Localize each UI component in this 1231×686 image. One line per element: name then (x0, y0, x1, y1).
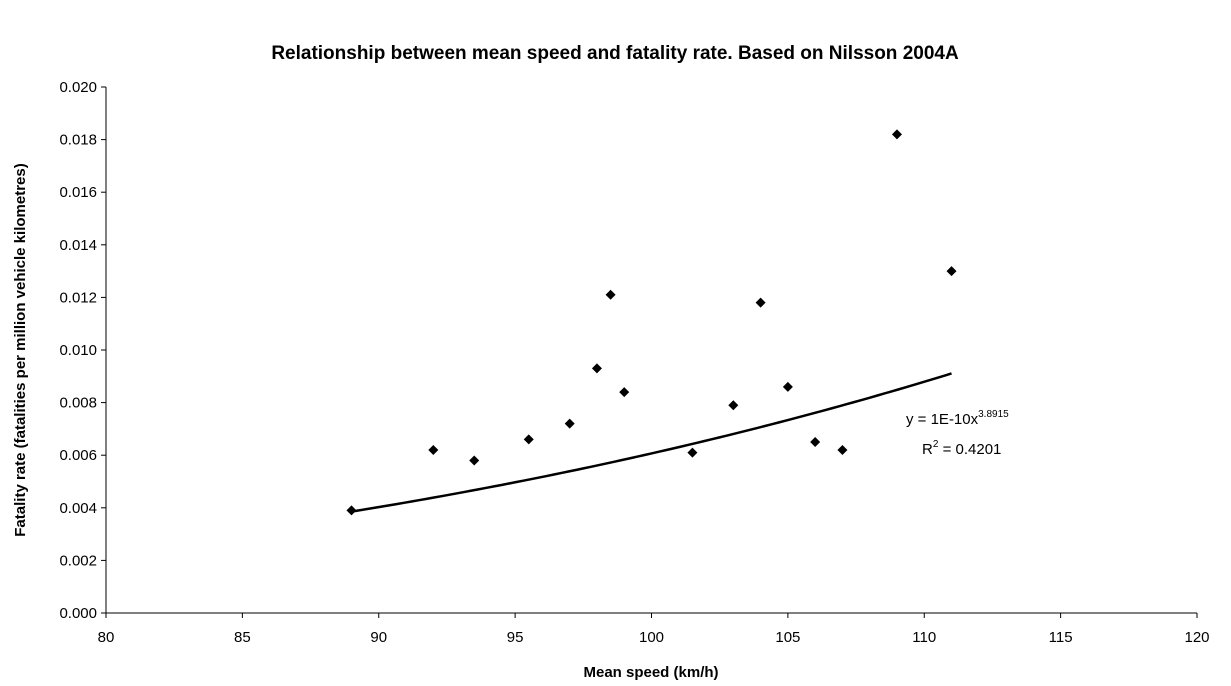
x-tick-label: 90 (370, 629, 387, 646)
y-ticks: 0.000 0.002 0.004 0.006 0.008 0.010 0.012 0.014… (59, 79, 106, 622)
y-tick-label: 0.020 (59, 79, 97, 96)
data-point (755, 297, 766, 308)
trendline (351, 372, 952, 513)
data-points (346, 129, 957, 516)
chart-title: Relationship between mean speed and fata… (271, 43, 959, 64)
data-point (837, 444, 848, 455)
y-tick-label: 0.010 (59, 342, 97, 359)
data-point (564, 418, 575, 429)
equation-base: y = 1E-10x (906, 411, 979, 428)
y-axis-label: Fatality rate (fatalities per million ve… (12, 163, 29, 536)
data-point (687, 447, 698, 458)
data-point (946, 266, 957, 277)
data-point (728, 400, 739, 411)
y-tick-label: 0.006 (59, 447, 97, 464)
trendline-equation: y = 1E-10x3.8915 (906, 409, 1009, 428)
y-tick-label: 0.018 (59, 132, 97, 149)
data-point (469, 455, 480, 466)
x-tick-label: 95 (507, 629, 524, 646)
y-tick-label: 0.012 (59, 289, 97, 306)
y-tick-label: 0.002 (59, 552, 97, 569)
data-point (782, 381, 793, 392)
x-tick-label: 80 (98, 629, 115, 646)
trendline-r-squared: R2 = 0.4201 (922, 439, 1001, 458)
data-point (591, 363, 602, 374)
r2-base: R (922, 441, 933, 458)
y-tick-label: 0.014 (59, 237, 97, 254)
data-point (619, 387, 630, 398)
y-tick-label: 0.000 (59, 605, 97, 622)
r2-exponent: 2 (933, 439, 939, 450)
data-point (523, 434, 534, 445)
plot-area: 0.000 0.002 0.004 0.006 0.008 0.010 0.012 0.014… (59, 79, 1209, 646)
y-tick-label: 0.004 (59, 500, 97, 517)
x-tick-label: 85 (234, 629, 251, 646)
data-point (428, 444, 439, 455)
data-point (346, 505, 357, 516)
data-point (810, 437, 821, 448)
x-tick-label: 100 (639, 629, 664, 646)
data-point (891, 129, 902, 140)
x-tick-label: 115 (1049, 629, 1073, 646)
x-ticks: 80 85 90 95 100 105 110 115 120 (98, 613, 1210, 646)
y-tick-label: 0.008 (59, 395, 97, 412)
x-tick-label: 120 (1184, 629, 1209, 646)
y-tick-label: 0.016 (59, 184, 97, 201)
r2-value: = 0.4201 (938, 441, 1001, 458)
data-point (605, 289, 616, 300)
equation-exponent: 3.8915 (978, 409, 1009, 420)
x-tick-label: 110 (912, 629, 936, 646)
x-axis-label: Mean speed (km/h) (583, 664, 718, 681)
x-tick-label: 105 (775, 629, 800, 646)
